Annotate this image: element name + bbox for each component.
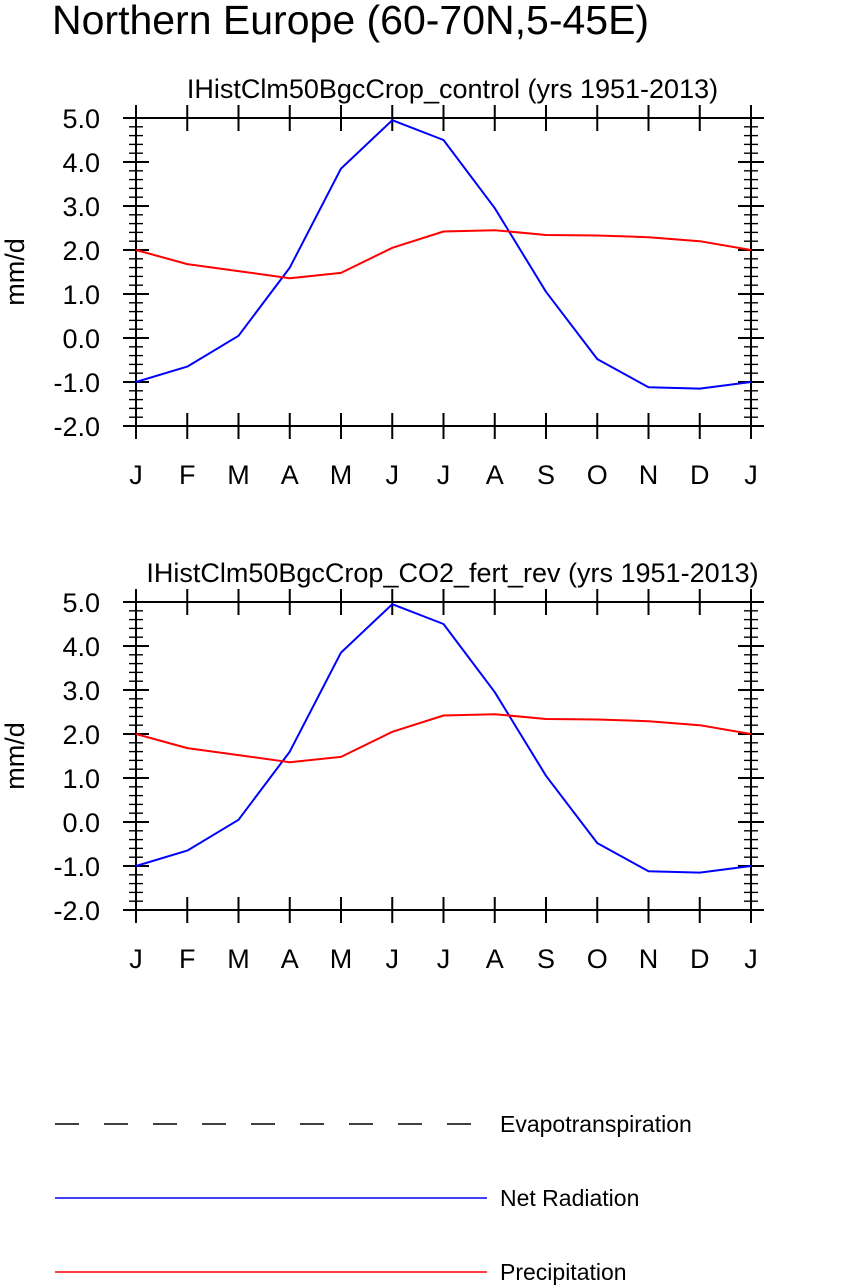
- y-tick-label: 5.0: [62, 588, 100, 618]
- x-tick-label: J: [129, 460, 143, 490]
- panel-co2-fert-rev: IHistClm50BgcCrop_CO2_fert_rev (yrs 1951…: [0, 558, 764, 974]
- y-tick-label: 2.0: [62, 236, 100, 266]
- x-tick-label: N: [639, 944, 659, 974]
- plot-frame: [135, 601, 752, 911]
- y-tick-label: -2.0: [53, 896, 100, 926]
- x-tick-label: O: [587, 460, 608, 490]
- y-tick-label: 0.0: [62, 324, 100, 354]
- y-tick-label: 0.0: [62, 808, 100, 838]
- x-tick-label: A: [281, 460, 299, 490]
- x-tick-label: F: [179, 944, 196, 974]
- panel-control: IHistClm50BgcCrop_control (yrs 1951-2013…: [0, 74, 764, 490]
- x-tick-label: O: [587, 944, 608, 974]
- x-tick-label: J: [437, 944, 451, 974]
- y-tick-label: 2.0: [62, 720, 100, 750]
- x-tick-label: J: [386, 944, 400, 974]
- net-radiation-line: [135, 119, 752, 390]
- y-axis-label: mm/d: [0, 722, 30, 790]
- plot-frame: [135, 117, 752, 427]
- x-tick-label: D: [690, 944, 710, 974]
- y-tick-label: 3.0: [62, 192, 100, 222]
- y-tick-label: 1.0: [62, 280, 100, 310]
- y-axis-label: mm/d: [0, 238, 30, 306]
- panel-title: IHistClm50BgcCrop_CO2_fert_rev (yrs 1951…: [146, 558, 758, 588]
- precipitation-line: [135, 713, 752, 764]
- x-tick-label: J: [744, 460, 758, 490]
- x-tick-label: N: [639, 460, 659, 490]
- x-tick-label: M: [330, 460, 353, 490]
- y-tick-label: 4.0: [62, 632, 100, 662]
- x-tick-label: S: [537, 944, 555, 974]
- x-tick-label: J: [129, 944, 143, 974]
- y-tick-label: 3.0: [62, 676, 100, 706]
- y-tick-label: -2.0: [53, 412, 100, 442]
- x-tick-label: J: [386, 460, 400, 490]
- x-tick-label: M: [227, 460, 250, 490]
- x-tick-label: J: [744, 944, 758, 974]
- y-tick-label: 4.0: [62, 148, 100, 178]
- x-tick-label: A: [281, 944, 299, 974]
- y-tick-label: 5.0: [62, 104, 100, 134]
- x-tick-label: A: [486, 944, 504, 974]
- x-tick-label: F: [179, 460, 196, 490]
- y-tick-label: -1.0: [53, 368, 100, 398]
- legend-label-evapotranspiration: Evapotranspiration: [500, 1111, 692, 1137]
- figure-title: Northern Europe (60-70N,5-45E): [52, 0, 650, 43]
- precipitation-line: [135, 229, 752, 280]
- y-tick-label: 1.0: [62, 764, 100, 794]
- y-tick-label: -1.0: [53, 852, 100, 882]
- x-tick-label: J: [437, 460, 451, 490]
- legend: Evapotranspiration Net Radiation Precipita…: [55, 1111, 692, 1285]
- x-tick-label: D: [690, 460, 710, 490]
- x-tick-label: M: [227, 944, 250, 974]
- x-tick-label: A: [486, 460, 504, 490]
- legend-label-precipitation: Precipitation: [500, 1259, 627, 1285]
- legend-label-net-radiation: Net Radiation: [500, 1185, 639, 1211]
- net-radiation-line: [135, 603, 752, 874]
- x-tick-label: M: [330, 944, 353, 974]
- panel-title: IHistClm50BgcCrop_control (yrs 1951-2013…: [187, 74, 718, 104]
- x-tick-label: S: [537, 460, 555, 490]
